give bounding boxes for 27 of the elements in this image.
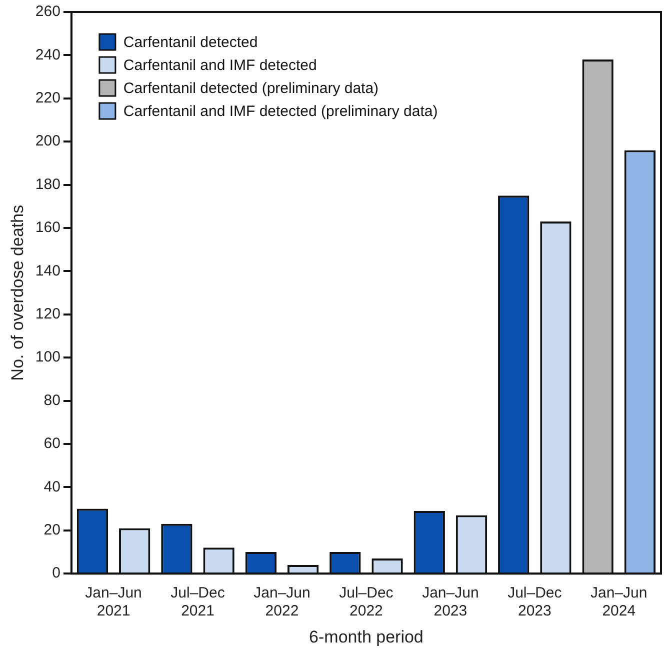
x-tick-label: Jan–Jun 2022 <box>254 584 310 620</box>
y-tick-label: 260 <box>35 3 60 20</box>
y-axis-title: No. of overdose deaths <box>8 204 27 381</box>
y-tick-label: 120 <box>35 306 60 323</box>
x-tick-label: Jan–Jun 2024 <box>590 584 648 620</box>
x-tick-label: Jan–Jun 2021 <box>85 584 142 620</box>
y-tick-label: 0 <box>52 564 60 582</box>
y-tick-label: 140 <box>35 262 60 280</box>
y-tick-label: 220 <box>35 90 60 107</box>
y-tick-label: 20 <box>44 522 60 539</box>
y-tick-label: 180 <box>35 176 60 193</box>
y-tick-label: 200 <box>35 132 60 150</box>
legend-label: Carfentanil and IMF detected (preliminary data) <box>123 103 438 120</box>
legend-label: Carfentanil detected (preliminary data) <box>123 80 379 98</box>
y-tick-label: 80 <box>44 392 60 409</box>
x-axis-title: 6-month period <box>309 627 424 646</box>
y-tick-label: 40 <box>44 478 60 496</box>
y-tick-label: 240 <box>35 46 60 64</box>
x-tick-label: Jul–Dec 2021 <box>170 584 226 620</box>
y-tick-label: 160 <box>35 219 60 236</box>
x-tick-label: Jan–Jun 2023 <box>422 584 479 620</box>
x-tick-label: Jul–Dec 2022 <box>339 584 394 620</box>
legend-label: Carfentanil and IMF detected <box>123 57 317 74</box>
x-tick-label: Jul–Dec 2023 <box>508 584 562 620</box>
y-tick-label: 60 <box>44 435 60 452</box>
y-tick-label: 100 <box>35 348 60 366</box>
legend-label: Carfentanil detected <box>123 34 258 52</box>
